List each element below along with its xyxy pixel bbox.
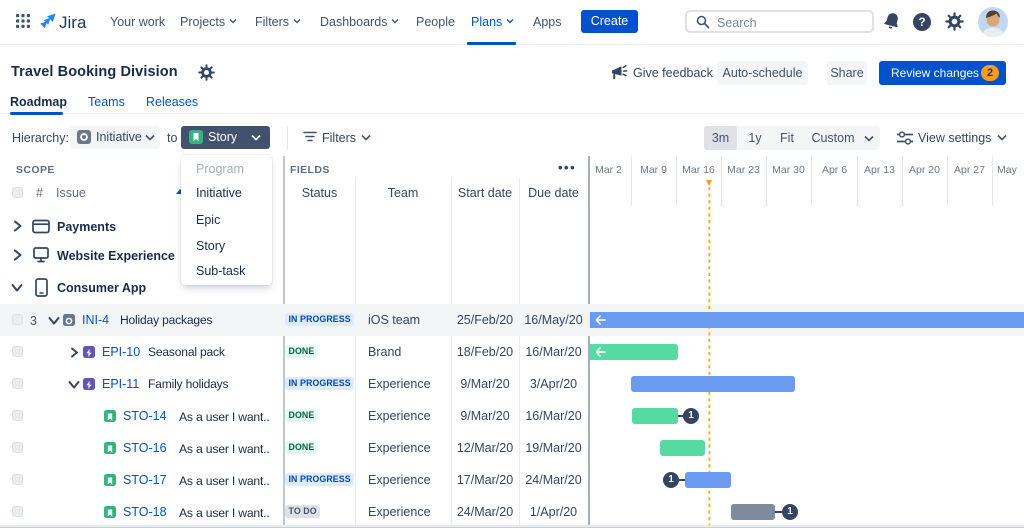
svg-text:?: ? [918, 17, 925, 29]
